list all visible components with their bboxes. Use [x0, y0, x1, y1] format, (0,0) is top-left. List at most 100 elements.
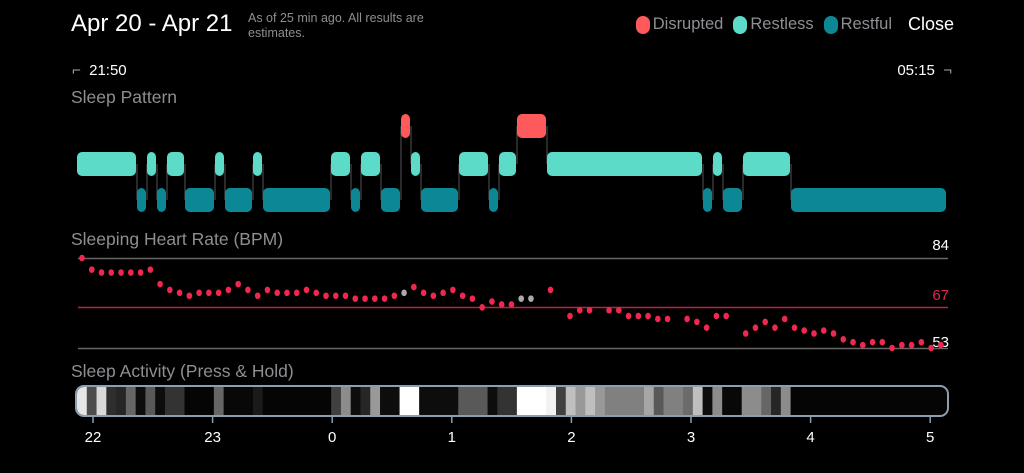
heart-rate-point [352, 295, 359, 302]
sleep-segment-restful [791, 188, 946, 212]
heart-rate-point [908, 341, 915, 349]
activity-cell [888, 387, 899, 415]
heart-rate-point [645, 312, 651, 320]
activity-cell [321, 387, 332, 415]
activity-cell [477, 387, 489, 415]
activity-cell [614, 387, 626, 415]
legend-label: Disrupted [652, 15, 724, 33]
heart-rate-point [284, 289, 290, 297]
activity-cell [722, 387, 733, 415]
heart-rate-point [167, 286, 173, 294]
activity-cell [370, 387, 381, 415]
heart-rate-point [791, 324, 798, 331]
activity-cell [595, 387, 606, 415]
sleep-segment-restful [703, 188, 712, 212]
start-time-label: 21:50 [89, 62, 127, 79]
heart-rate-point [869, 338, 876, 346]
heart-rate-point [616, 306, 622, 314]
heart-rate-point [401, 289, 407, 297]
activity-cell [604, 387, 616, 415]
heart-rate-point [225, 286, 232, 294]
heart-rate-point [567, 312, 573, 320]
sleep-segment-restful [489, 188, 498, 212]
activity-cell [878, 387, 889, 415]
activity-cell [829, 387, 841, 415]
estimate-note: As of 25 min ago. All results are estima… [248, 11, 424, 40]
activity-cell [780, 387, 792, 415]
end-time-label: 05:15 [897, 62, 935, 79]
activity-cell [135, 387, 147, 415]
sleep-segment-restless [713, 152, 722, 176]
heart-rate-point [694, 318, 700, 326]
heart-rate-point [811, 330, 817, 337]
sleep-segment-restful [157, 188, 166, 212]
heart-rate-point [781, 315, 788, 323]
heart-rate-point [450, 286, 456, 294]
heart-rate-point [850, 338, 856, 346]
legend-label: Restless [750, 15, 814, 33]
activity-cell [145, 387, 156, 415]
heart-rate-point [411, 283, 417, 291]
activity-cell [516, 387, 528, 415]
activity-bar-frame[interactable] [75, 385, 949, 417]
activity-cell [125, 387, 137, 415]
heart-rate-point [528, 295, 534, 302]
activity-cell [272, 387, 283, 415]
activity-heatmap[interactable] [77, 387, 948, 415]
sleep-segment-restful [421, 188, 458, 212]
heart-rate-point [723, 312, 729, 320]
heart-rate-point [342, 292, 349, 300]
activity-cell [810, 387, 821, 415]
activity-cell [683, 387, 694, 415]
activity-cell [213, 387, 225, 415]
activity-cell [859, 387, 870, 415]
sleep-segment-restless [77, 152, 136, 176]
sleep-pattern-title: Sleep Pattern [71, 87, 178, 107]
activity-cell [399, 387, 410, 415]
activity-cell [86, 387, 98, 415]
heart-rate-point [274, 289, 281, 297]
activity-cell [155, 387, 166, 415]
activity-cell [223, 387, 235, 415]
activity-cell [663, 387, 674, 415]
activity-cell [331, 387, 342, 415]
activity-cell [184, 387, 195, 415]
activity-cell [643, 387, 655, 415]
activity-cell [174, 387, 186, 415]
start-time: ⌐ 21:50 [72, 62, 127, 79]
heart-rate-point [235, 280, 241, 288]
sleep-segment-restless [331, 152, 350, 176]
heart-rate-point [713, 312, 720, 320]
close-button[interactable]: Close [907, 14, 954, 34]
activity-cell [438, 387, 450, 415]
heart-rate-point [518, 295, 524, 302]
heart-rate-point [332, 292, 339, 300]
hr-max-label: 84 [932, 237, 949, 254]
heart-rate-point [147, 266, 154, 273]
heart-rate-point [820, 327, 827, 334]
hr-avg-label: 67 [932, 287, 949, 304]
heart-rate-point [79, 254, 85, 262]
activity-cell [243, 387, 254, 415]
sleep-segment-restless [499, 152, 516, 176]
heart-rate-point [245, 286, 251, 294]
sleep-segment-restful [185, 188, 214, 212]
heart-rate-point [918, 338, 925, 346]
activity-cell [389, 387, 401, 415]
sleep-segment-restless [743, 152, 790, 176]
activity-cell [77, 387, 88, 415]
sleep-segment-disrupted [401, 114, 410, 138]
heart-rate-point [752, 324, 759, 331]
activity-cell [937, 387, 947, 415]
sleep-segment-restless [547, 152, 702, 176]
heart-rate-point [508, 301, 515, 308]
sleep-activity-title: Sleep Activity (Press & Hold) [71, 361, 294, 381]
activity-cell [868, 387, 880, 415]
heart-rate-point [635, 312, 642, 320]
heart-rate-point [606, 306, 612, 314]
legend-label: Restful [840, 15, 892, 33]
heart-rate-point [586, 306, 593, 314]
activity-cell [673, 387, 684, 415]
hour-tick-label: 22 [85, 429, 102, 446]
heart-rate-point [313, 289, 320, 297]
